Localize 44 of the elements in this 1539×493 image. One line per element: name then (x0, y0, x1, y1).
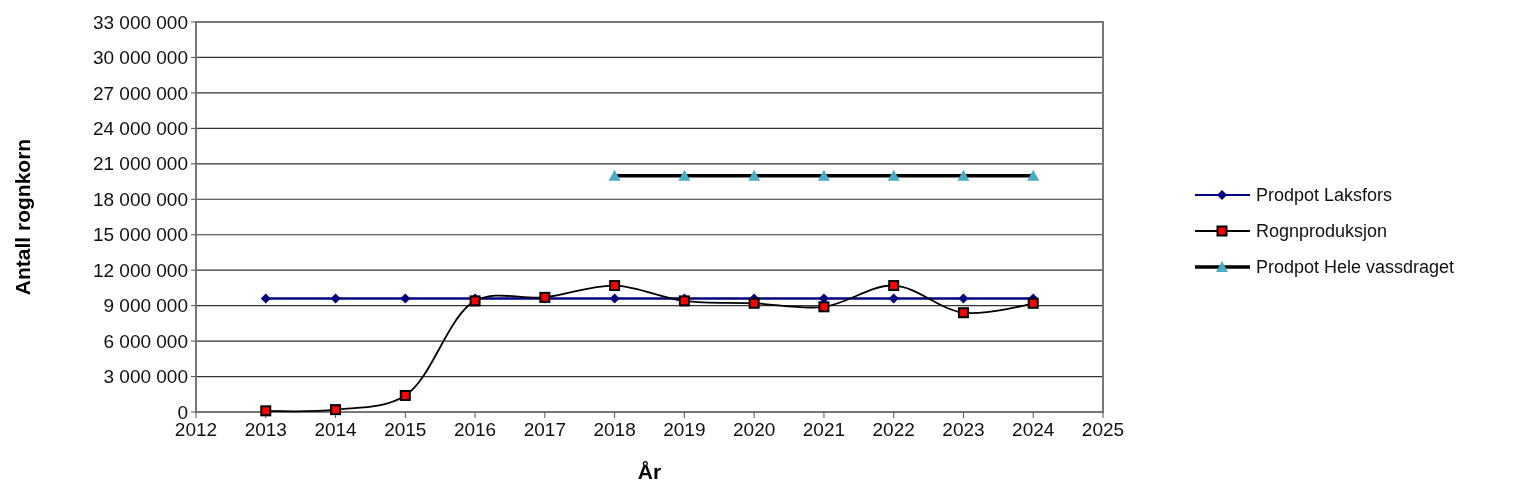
point (888, 280, 900, 292)
legend-label: Rognproduksjon (1256, 221, 1388, 242)
x-tick-label: 2021 (802, 419, 846, 440)
point (330, 404, 342, 416)
y-axis-title: Antall rognkorn (11, 138, 34, 296)
x-axis-title: År (637, 460, 662, 483)
y-tick-label: 24 000 000 (92, 118, 188, 140)
x-tick-label: 2017 (523, 419, 566, 440)
x-tick-label: 2022 (872, 419, 915, 440)
y-tick-label: 30 000 000 (92, 47, 188, 69)
point (888, 293, 899, 304)
point (260, 405, 272, 417)
legend-label: Prodpot Laksfors (1256, 185, 1393, 206)
y-tick-label: 15 000 000 (92, 224, 188, 246)
x-tick-label: 2015 (384, 419, 427, 440)
y-tick-label: 12 000 000 (92, 259, 188, 281)
y-tick-label: 9 000 000 (103, 295, 188, 317)
point (400, 293, 411, 304)
y-tick-label: 18 000 000 (92, 188, 188, 210)
legend-label: Prodpot Hele vassdraget (1256, 257, 1455, 278)
x-tick-label: 2013 (244, 419, 287, 440)
x-tick-label: 2018 (593, 419, 636, 440)
x-tick-label: 2020 (733, 419, 776, 440)
point (958, 293, 969, 304)
x-tick-label: 2024 (1012, 419, 1055, 440)
point (260, 293, 271, 304)
y-tick-label: 27 000 000 (92, 82, 188, 104)
x-tick-label: 2023 (942, 419, 985, 440)
point (399, 389, 411, 401)
y-tick-label: 3 000 000 (103, 366, 188, 388)
x-tick-label: 2025 (1081, 419, 1125, 440)
x-tick-label: 2019 (663, 419, 706, 440)
point (818, 301, 830, 313)
point (957, 307, 969, 319)
point (330, 293, 341, 304)
x-tick-label: 2016 (453, 419, 497, 440)
y-tick-label: 21 000 000 (92, 153, 188, 175)
point (609, 293, 620, 304)
y-tick-label: 6 000 000 (103, 330, 188, 352)
point (609, 280, 621, 292)
point (1027, 297, 1039, 309)
y-tick-label: 33 000 000 (92, 11, 188, 33)
x-tick-label: 2014 (314, 419, 358, 440)
point (748, 297, 760, 309)
